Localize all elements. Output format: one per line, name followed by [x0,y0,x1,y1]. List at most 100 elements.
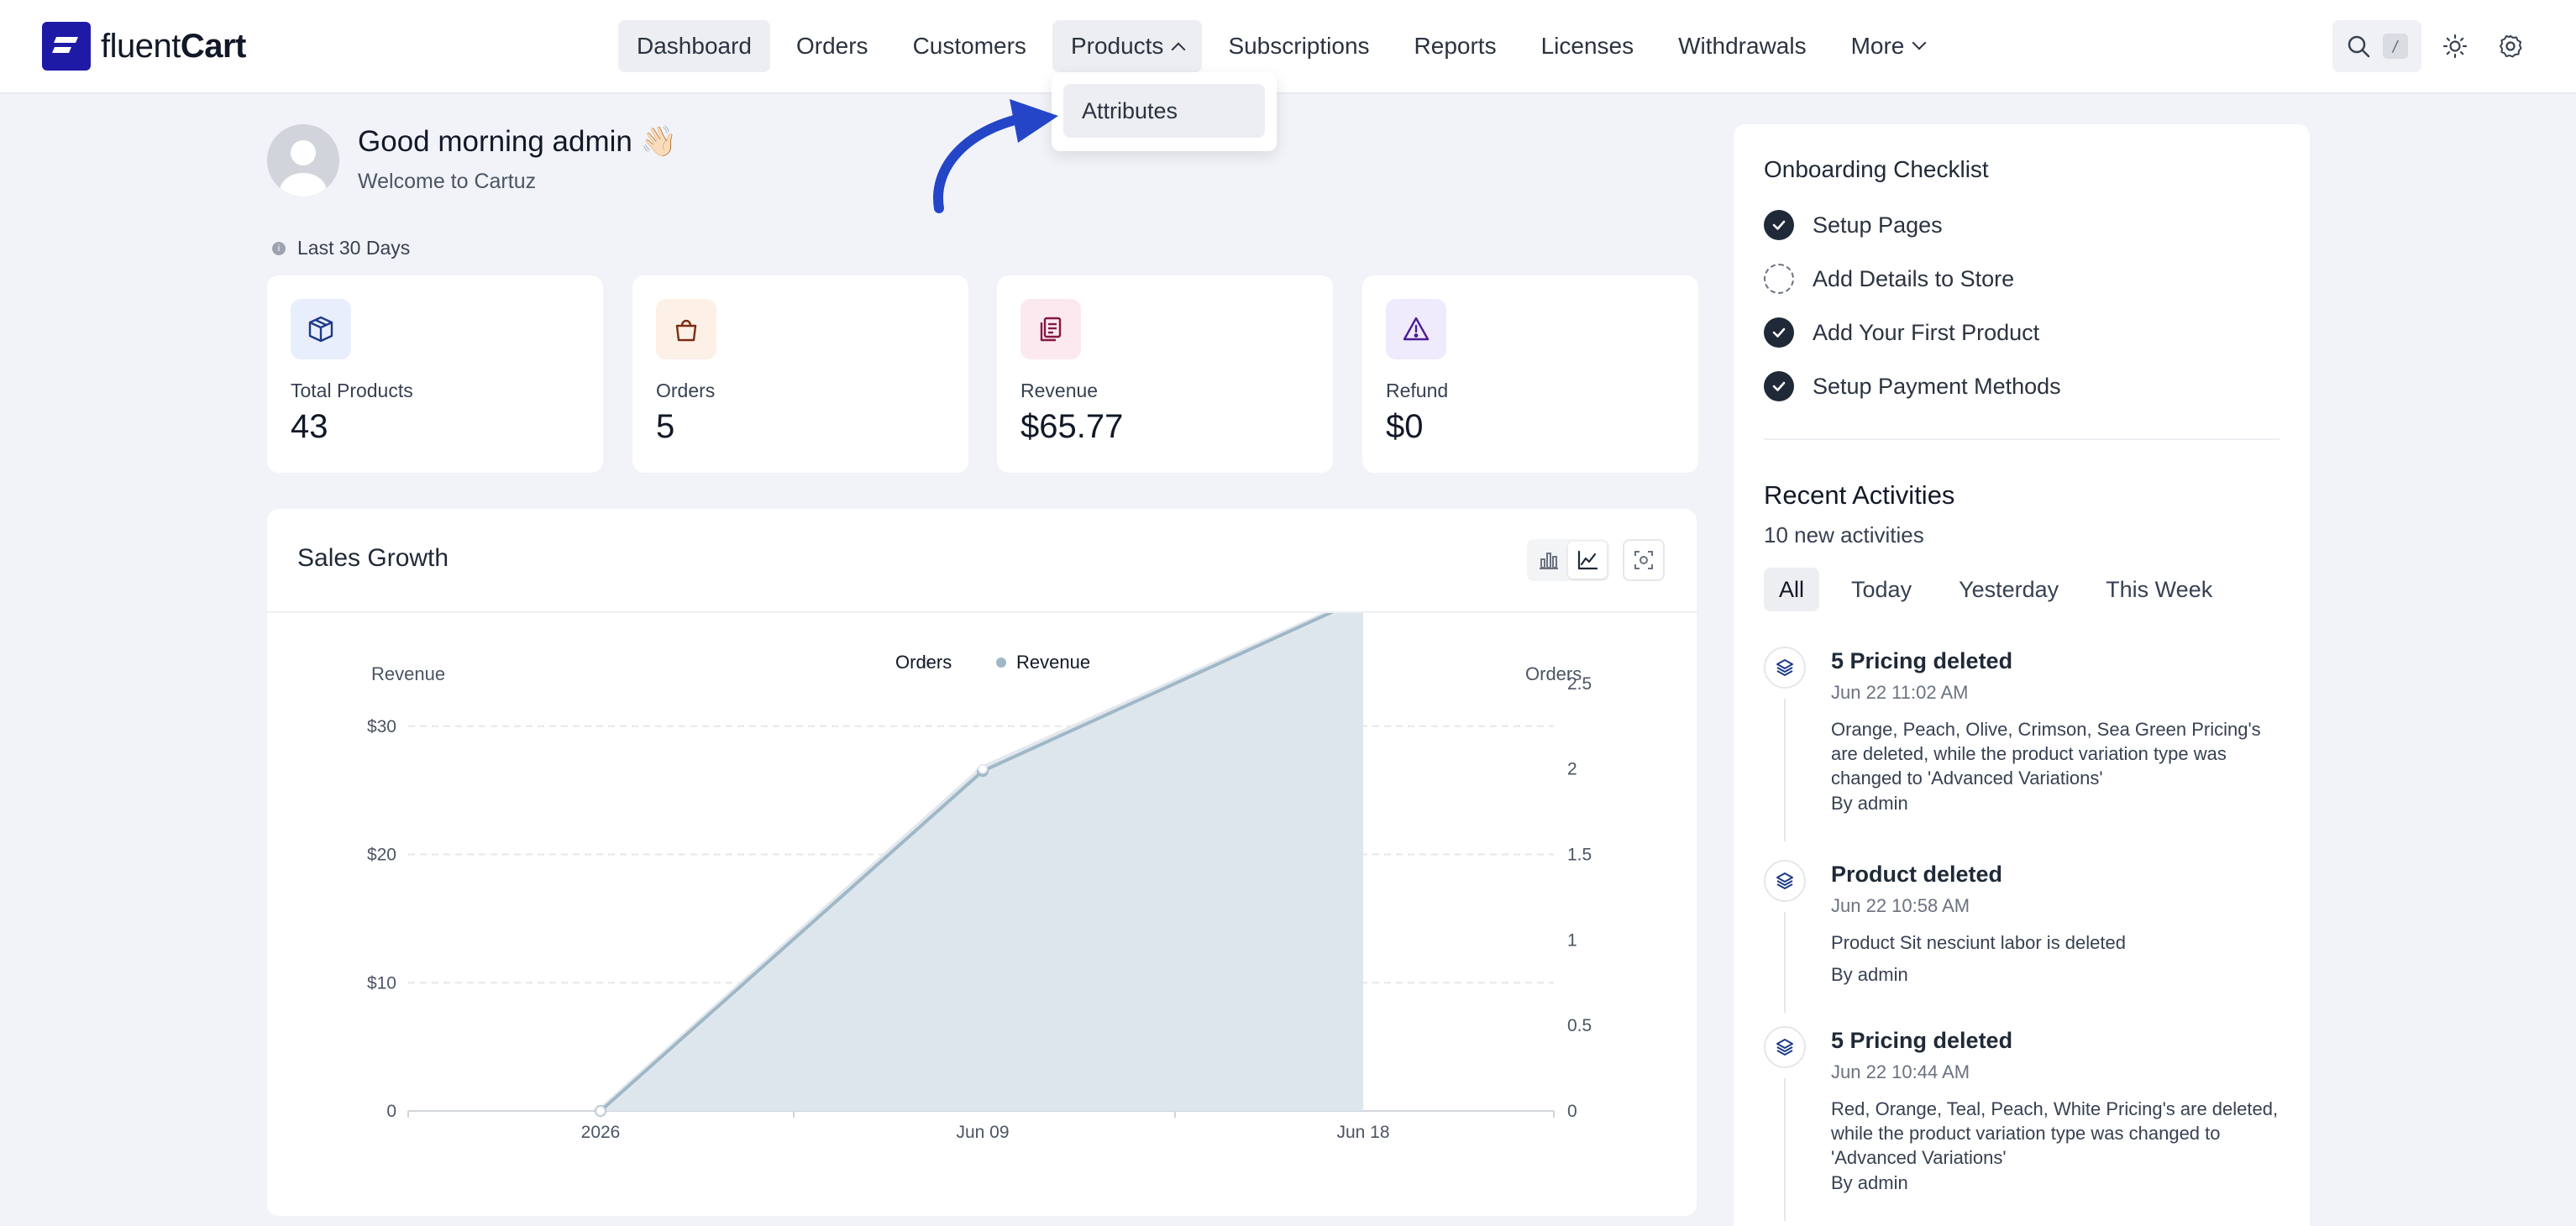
dropdown-item-attributes[interactable]: Attributes [1063,84,1265,138]
sales-growth-chart: 0$10$20$30$4000.511.522.53RevenueOrders2… [367,613,1592,1142]
greeting-title: Good morning admin 👋🏻 [358,125,678,158]
brand-name: fluentCart [101,27,246,65]
search-shortcut-key: / [2383,34,2408,59]
search-button[interactable]: / [2332,20,2421,72]
activity-item: 5 Pricing deleted Jun 22 11:02 AM Orange… [1764,647,2285,841]
stat-label: Total Products [291,380,413,401]
nav-subscriptions[interactable]: Subscriptions [1228,33,1370,59]
checklist-item-payment-methods[interactable]: Setup Payment Methods [1764,371,2061,401]
check-icon [1764,371,1794,401]
y-tick-label: $30 [367,717,396,736]
activity-item: 5 Pricing deleted Jun 22 10:44 AM Red, O… [1764,1026,2285,1221]
sun-icon [2442,34,2468,59]
orders-point [978,763,988,774]
y2-tick-label: 0 [1567,1102,1577,1121]
recent-activities-count: 10 new activities [1764,522,1924,548]
checklist-label: Setup Payment Methods [1813,373,2061,399]
stat-label: Orders [656,380,716,401]
sales-growth-card: Sales Growth 0$10$20$30$4000.511.522.53R… [267,509,1697,1216]
stat-value: $65.77 [1020,408,1124,445]
avatar [267,124,339,196]
stat-label: Refund [1386,380,1449,401]
legend-revenue-swatch [996,658,1006,668]
legend-orders-label: Orders [895,652,952,673]
stat-card-refund: Refund $0 [1362,275,1698,473]
chevron-down-icon [1912,35,1927,50]
nav-products[interactable]: Products [1052,20,1203,72]
check-icon [1764,210,1794,240]
legend-orders-swatch [921,658,931,668]
activity-description: Product Sit nesciunt labor is deleted [1831,932,2126,953]
checklist-label: Add Details to Store [1813,265,2015,291]
stat-card-total-products: Total Products 43 [267,275,603,473]
nav-more[interactable]: More [1833,20,1944,72]
y-tick-label: $20 [367,846,396,865]
line-chart-icon [1577,550,1598,570]
alert-triangle-icon [1386,299,1446,359]
chart-tools [1527,539,1665,581]
line-chart-button[interactable] [1568,542,1607,579]
activity-tabs: All Today Yesterday This Week [1764,568,2244,611]
layers-icon [1764,1026,1806,1068]
tab-yesterday[interactable]: Yesterday [1959,576,2059,602]
chart-screenshot-button[interactable] [1623,539,1665,581]
checklist-item-setup-pages[interactable]: Setup Pages [1764,210,1943,240]
checklist-item-add-details[interactable]: Add Details to Store [1764,264,2014,294]
side-panel: Onboarding Checklist Setup Pages Add Det… [1734,124,2310,1226]
box-icon [291,299,351,359]
top-navigation: fluentCart Dashboard Orders Customers Pr… [0,0,2576,94]
recent-activities-title: Recent Activities [1764,480,1955,510]
divider [267,611,1697,613]
theme-toggle-button[interactable] [2433,24,2477,68]
stat-card-orders: Orders 5 [632,275,968,473]
x-tick-label: Jun 18 [1336,1123,1389,1142]
layers-icon [1764,647,1806,689]
activity-author: By admin [1831,1172,1908,1193]
period-filter[interactable]: i Last 30 Days [272,237,410,259]
tab-today[interactable]: Today [1851,576,1912,602]
stat-value: $0 [1386,408,1424,445]
search-icon [2348,35,2370,58]
period-label: Last 30 Days [297,237,411,259]
y2-tick-label: 2 [1567,760,1577,779]
activity-description: Red, Orange, Teal, Peach, White Pricing'… [1831,1098,2279,1168]
stat-value: 43 [291,408,328,445]
screenshot-icon [1634,551,1653,569]
legend-revenue-label: Revenue [1016,652,1090,673]
activity-author: By admin [1831,964,1908,985]
activity-time: Jun 22 10:44 AM [1831,1061,1970,1082]
sales-growth-title: Sales Growth [297,544,449,572]
y2-axis-label: Orders [1525,663,1582,684]
nav-customers[interactable]: Customers [912,33,1026,59]
tab-this-week[interactable]: This Week [2106,576,2213,602]
settings-button[interactable] [2489,24,2532,68]
greeting-subtitle: Welcome to Cartuz [358,170,537,193]
y2-tick-label: 1 [1567,930,1577,950]
bar-chart-icon [1540,553,1558,569]
info-icon: i [272,241,286,255]
tab-all[interactable]: All [1764,568,1820,611]
activity-title: 5 Pricing deleted [1831,1028,2013,1053]
activity-description: Orange, Peach, Olive, Crimson, Sea Green… [1831,719,2261,789]
dashed-circle-icon [1764,264,1794,294]
revenue-area [601,613,1363,1111]
layers-icon [1764,860,1806,902]
divider [1764,438,2280,440]
activity-time: Jun 22 11:02 AM [1831,682,1969,703]
stat-label: Revenue [1020,380,1099,401]
bar-chart-button[interactable] [1529,542,1568,579]
nav-licenses[interactable]: Licenses [1540,33,1634,59]
checklist-item-first-product[interactable]: Add Your First Product [1764,317,2039,348]
nav-dashboard[interactable]: Dashboard [618,20,770,72]
activity-item: Product deleted Jun 22 10:58 AM Product … [1764,860,2285,1013]
brand-logo[interactable]: fluentCart [42,22,246,71]
nav-withdrawals[interactable]: Withdrawals [1678,33,1807,59]
fluentcart-logo-icon [42,22,91,71]
nav-reports[interactable]: Reports [1414,33,1497,59]
y-axis-label: Revenue [371,663,445,684]
nav-orders[interactable]: Orders [795,33,868,59]
activity-time: Jun 22 10:58 AM [1831,895,1970,916]
annotation-arrow-icon [933,99,1058,213]
main-menu: Dashboard Orders Customers Products Subs… [618,20,1950,72]
y2-tick-label: 0.5 [1567,1016,1592,1035]
